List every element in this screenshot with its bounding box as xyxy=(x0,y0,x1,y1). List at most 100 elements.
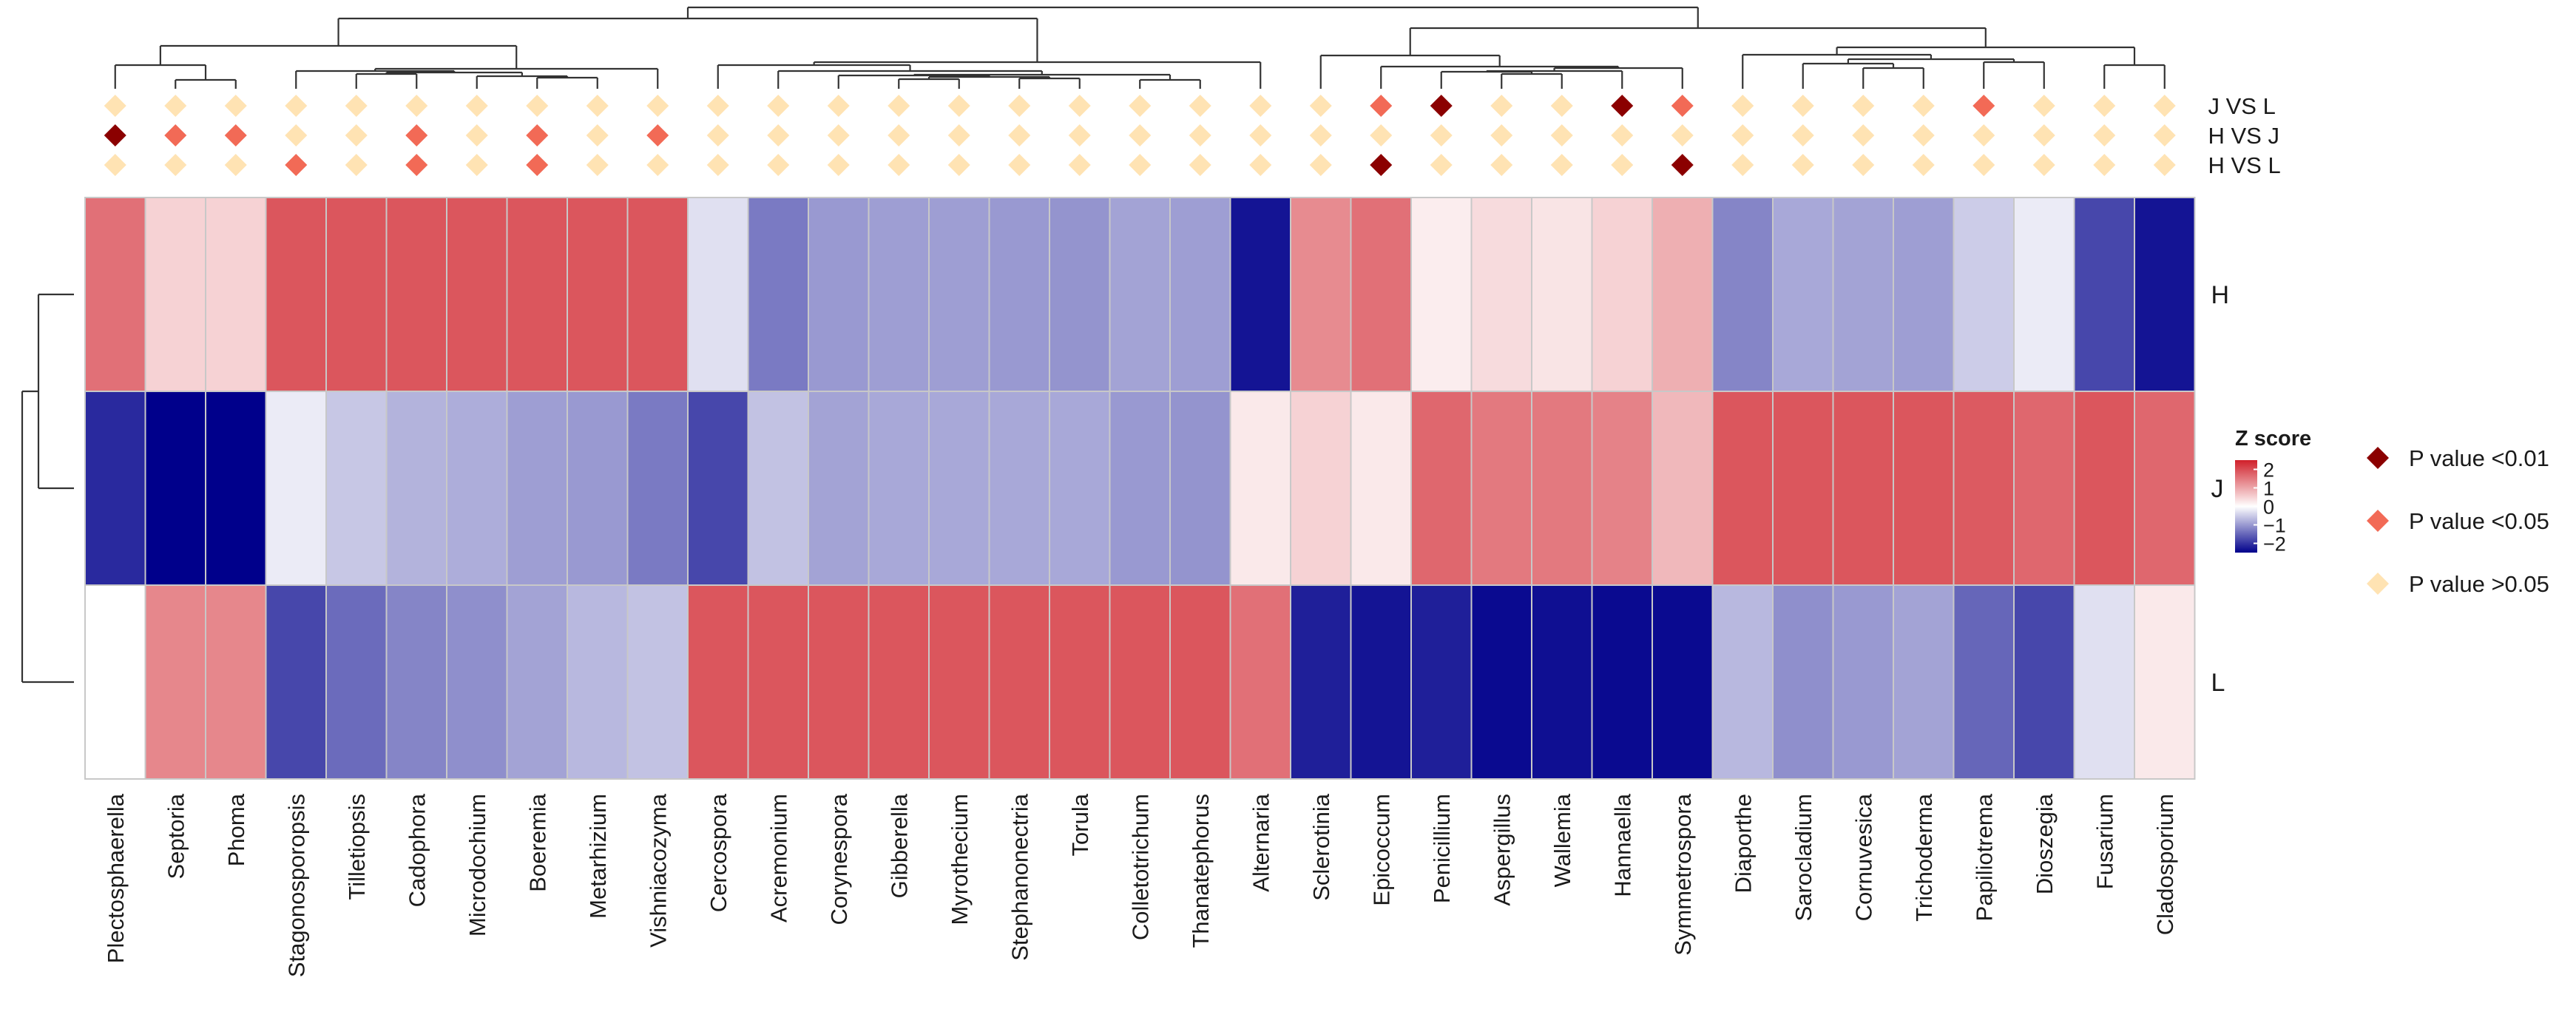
heatmap-cell-L-Cladosporium xyxy=(2134,584,2196,780)
annotation-marker-h-vs-j-Trichoderma xyxy=(1912,124,1935,146)
row-dendrogram xyxy=(21,293,74,684)
column-label-Septoria: Septoria xyxy=(163,793,189,879)
annotation-marker-h-vs-l-Myrothecium xyxy=(947,154,970,176)
heatmap-cell-J-Sarocladium xyxy=(1772,391,1834,586)
annotation-marker-h-vs-j-Cercospora xyxy=(706,124,729,146)
heatmap-cell-H-Diaporthe xyxy=(1711,197,1774,392)
heatmap-cell-L-Stephanonectria xyxy=(988,584,1050,780)
zscore-tick-label: −1 xyxy=(2263,515,2286,537)
heatmap-cell-H-Wallemia xyxy=(1531,197,1593,392)
annotation-marker-h-vs-l-Thanatephorus xyxy=(1189,154,1211,176)
heatmap-cell-H-Vishniacozyma xyxy=(626,197,689,392)
annotation-marker-j-vs-l-Cercospora xyxy=(706,95,729,117)
heatmap-cell-L-Corynespora xyxy=(808,584,870,780)
annotation-marker-j-vs-l-Stagonosporopsis xyxy=(285,95,308,117)
zscore-legend-title: Z score xyxy=(2235,427,2311,451)
column-label-Cadophora: Cadophora xyxy=(404,793,430,907)
annotation-marker-h-vs-l-Tilletiopsis xyxy=(345,154,368,176)
annotation-marker-j-vs-l-Colletotrichum xyxy=(1129,95,1152,117)
heatmap-cell-H-Colletotrichum xyxy=(1109,197,1171,392)
pvalue-legend-label-2: P value >0.05 xyxy=(2409,571,2549,597)
annotation-marker-j-vs-l-Microdochium xyxy=(465,95,488,117)
annotation-marker-j-vs-l-Thanatephorus xyxy=(1189,95,1211,117)
heatmap-cell-L-Hannaella xyxy=(1591,584,1653,780)
heatmap-cell-J-Fusarium xyxy=(2073,391,2135,586)
annotation-row-labels: J VS L H VS J H VS L xyxy=(2208,93,2281,178)
annotation-marker-h-vs-l-Stephanonectria xyxy=(1008,154,1031,176)
row-label-L: L xyxy=(2211,669,2225,697)
annotation-marker-j-vs-l-Myrothecium xyxy=(947,95,970,117)
annotation-marker-j-vs-l-Torula xyxy=(1068,95,1091,117)
heatmap-cell-H-Hannaella xyxy=(1591,197,1653,392)
annotation-marker-h-vs-l-Cladosporium xyxy=(2153,154,2176,176)
annotation-marker-h-vs-j-Penicillium xyxy=(1430,124,1453,146)
annotation-marker-j-vs-l-Phoma xyxy=(224,95,247,117)
heatmap-cell-L-Gibberella xyxy=(868,584,930,780)
annotation-marker-h-vs-j-Torula xyxy=(1068,124,1091,146)
annotation-marker-h-vs-l-Metarhizium xyxy=(586,154,609,176)
annotation-marker-h-vs-j-Cornuvesica xyxy=(1852,124,1875,146)
heatmap-cell-L-Diaporthe xyxy=(1711,584,1774,780)
annotation-marker-j-vs-l-Papiliotrema xyxy=(1972,95,1995,117)
heatmap-cell-H-Thanatephorus xyxy=(1169,197,1231,392)
annotation-marker-h-vs-l-Acremonium xyxy=(767,154,790,176)
column-label-Penicillium: Penicillium xyxy=(1429,794,1455,903)
column-label-Stagonosporopsis: Stagonosporopsis xyxy=(283,794,309,977)
column-label-Alternaria: Alternaria xyxy=(1248,793,1274,891)
column-label-Vishniacozyma: Vishniacozyma xyxy=(645,793,671,948)
column-label-Cladosporium: Cladosporium xyxy=(2152,794,2178,935)
annotation-marker-j-vs-l-Sclerotinia xyxy=(1309,95,1332,117)
column-label-Trichoderma: Trichoderma xyxy=(1911,793,1937,922)
annotation-marker-j-vs-l-Cladosporium xyxy=(2153,95,2176,117)
annotation-marker-h-vs-j-Fusarium xyxy=(2093,124,2116,146)
annotation-marker-j-vs-l-Dioszegia xyxy=(2032,95,2055,117)
annotation-marker-j-vs-l-Boeremia xyxy=(526,95,549,117)
annotation-marker-h-vs-l-Cadophora xyxy=(405,154,428,176)
heatmap-cell-J-Acremonium xyxy=(747,391,809,586)
heatmap-cell-L-Alternaria xyxy=(1229,584,1291,780)
annotation-marker-h-vs-l-Trichoderma xyxy=(1912,154,1935,176)
annotation-marker-h-vs-l-Cornuvesica xyxy=(1852,154,1875,176)
annotation-marker-h-vs-j-Hannaella xyxy=(1611,124,1634,146)
heatmap-cell-J-Colletotrichum xyxy=(1109,391,1171,586)
annotation-marker-h-vs-j-Microdochium xyxy=(465,124,488,146)
heatmap-cell-J-Vishniacozyma xyxy=(626,391,689,586)
annotation-marker-h-vs-j-Stagonosporopsis xyxy=(285,124,308,146)
heatmap-cell-J-Wallemia xyxy=(1531,391,1593,586)
heatmap-cell-L-Vishniacozyma xyxy=(626,584,689,780)
heatmap-cell-H-Phoma xyxy=(205,197,267,392)
annotation-marker-h-vs-j-Sarocladium xyxy=(1791,124,1814,146)
column-label-Fusarium: Fusarium xyxy=(2092,794,2117,889)
heatmap-cell-L-Cercospora xyxy=(687,584,749,780)
annotation-marker-h-vs-j-Aspergillus xyxy=(1490,124,1513,146)
row-label-H: H xyxy=(2211,281,2230,309)
heatmap-cell-J-Alternaria xyxy=(1229,391,1291,586)
column-label-Sarocladium: Sarocladium xyxy=(1791,794,1816,921)
annotation-marker-j-vs-l-Vishniacozyma xyxy=(646,95,669,117)
column-label-Tilletiopsis: Tilletiopsis xyxy=(344,794,370,900)
annotation-marker-h-vs-j-Tilletiopsis xyxy=(345,124,368,146)
column-label-Stephanonectria: Stephanonectria xyxy=(1007,793,1032,961)
heatmap-cell-J-Sclerotinia xyxy=(1290,391,1352,586)
heatmap-cell-L-Septoria xyxy=(144,584,206,780)
heatmap-cell-J-Metarhizium xyxy=(567,391,629,586)
heatmap-cell-J-Trichoderma xyxy=(1893,391,1955,586)
heatmap-cell-H-Plectosphaerella xyxy=(84,197,146,392)
heatmap-cell-J-Diaporthe xyxy=(1711,391,1774,586)
annotation-marker-j-vs-l-Cadophora xyxy=(405,95,428,117)
heatmap-cell-J-Penicillium xyxy=(1410,391,1473,586)
annotation-marker-j-vs-l-Alternaria xyxy=(1249,95,1272,117)
column-label-Gibberella: Gibberella xyxy=(886,793,912,898)
column-label-Microdochium: Microdochium xyxy=(464,794,490,937)
annotation-marker-h-vs-l-Penicillium xyxy=(1430,154,1453,176)
annotation-marker-h-vs-j-Symmetrospora xyxy=(1671,124,1694,146)
heatmap-cell-L-Stagonosporopsis xyxy=(265,584,327,780)
annotation-marker-j-vs-l-Corynespora xyxy=(827,95,850,117)
column-label-Symmetrospora: Symmetrospora xyxy=(1670,793,1696,956)
pvalue-legend-label-1: P value <0.05 xyxy=(2409,508,2549,534)
heatmap-cell-L-Torula xyxy=(1049,584,1111,780)
annotation-marker-h-vs-l-Aspergillus xyxy=(1490,154,1513,176)
column-label-Thanatephorus: Thanatephorus xyxy=(1188,794,1214,948)
annotation-marker-j-vs-l-Cornuvesica xyxy=(1852,95,1875,117)
